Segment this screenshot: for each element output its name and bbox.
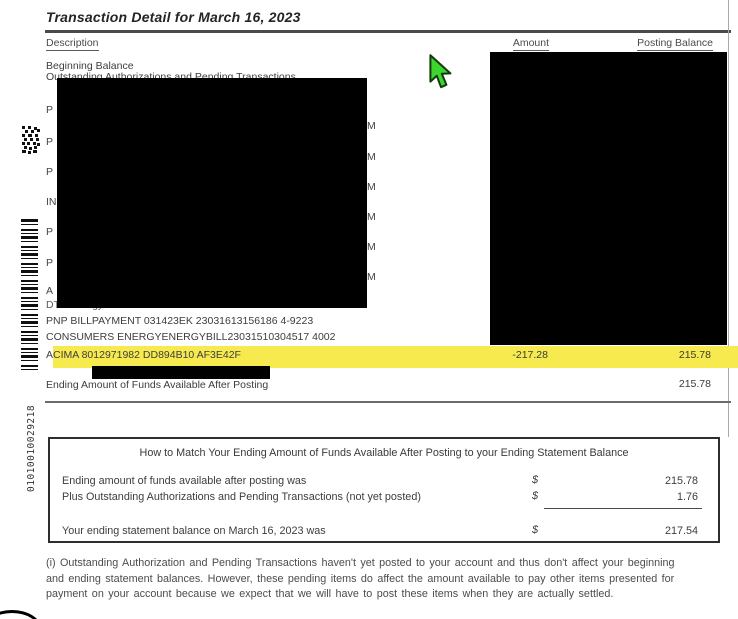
- title-divider: [45, 30, 731, 33]
- dollar-sign: $: [532, 474, 539, 486]
- summary-box: How to Match Your Ending Amount of Funds…: [48, 437, 720, 543]
- footnote-line: (i) Outstanding Authorization and Pendin…: [46, 557, 675, 569]
- redaction-block-small: [92, 366, 270, 379]
- summary-row-value: 217.54: [664, 525, 698, 537]
- summary-row-label: Ending amount of funds available after p…: [62, 475, 307, 487]
- sum-total-underline: [544, 507, 702, 509]
- partial-letter: M: [367, 151, 376, 163]
- footnote-line: payment on your account because we expec…: [46, 588, 614, 600]
- summary-row-value: 1.76: [676, 491, 698, 503]
- ending-posting-balance: 215.78: [678, 378, 711, 390]
- cursor-icon: [429, 54, 452, 89]
- partial-letter: M: [367, 271, 376, 283]
- partial-letter: M: [367, 211, 376, 223]
- highlight-band: [53, 346, 738, 368]
- scan-artifact-curl: [0, 610, 42, 619]
- partial-letter: P: [46, 257, 54, 269]
- datamatrix-code: [22, 126, 40, 154]
- summary-row-label: Plus Outstanding Authorizations and Pend…: [62, 491, 421, 503]
- partial-letter: M: [367, 181, 376, 193]
- row-acima: ACIMA 8012971982 DD894B10 AF3E42F: [46, 349, 241, 361]
- column-header-amount: Amount: [512, 37, 549, 51]
- summary-row-label: Your ending statement balance on March 1…: [62, 525, 326, 537]
- row-pnp-billpayment: PNP BILLPAYMENT 031423EK 23031613156186 …: [46, 315, 314, 327]
- dollar-sign: $: [532, 524, 539, 536]
- partial-letter: M: [367, 241, 376, 253]
- partial-letter: P: [46, 104, 54, 116]
- summary-box-title: How to Match Your Ending Amount of Funds…: [139, 447, 629, 459]
- partial-letter: A: [46, 285, 54, 297]
- summary-row-value: 215.78: [664, 475, 698, 487]
- dollar-sign: $: [532, 490, 539, 502]
- column-header-description: Description: [46, 37, 99, 51]
- page-title: Transaction Detail for March 16, 2023: [46, 9, 301, 25]
- partial-letter: P: [46, 166, 54, 178]
- row-ending-amount-label: Ending Amount of Funds Available After P…: [46, 379, 269, 391]
- footnote-line: and ending statement balances. However, …: [46, 572, 675, 585]
- vertical-scan-number: 01010010029218: [26, 404, 37, 492]
- footnote: (i) Outstanding Authorization and Pendin…: [46, 556, 675, 603]
- section-divider: [45, 401, 731, 403]
- partial-letter: P: [46, 226, 54, 238]
- partial-letter: P: [46, 136, 54, 148]
- row-consumers-energy: CONSUMERS ENERGYENERGYBILL23031510304517…: [46, 331, 336, 343]
- row-beginning-balance: Beginning Balance: [46, 60, 134, 72]
- partial-letter: M: [367, 120, 376, 132]
- acima-posting-balance: 215.78: [678, 349, 711, 361]
- acima-amount: -217.28: [512, 349, 548, 361]
- page-edge-line: [728, 0, 729, 437]
- barcode: [21, 219, 38, 370]
- column-header-posting-balance: Posting Balance: [637, 37, 713, 51]
- partial-letter: IN: [46, 196, 57, 208]
- redaction-block-right: [490, 52, 727, 345]
- redaction-block-left: [57, 78, 367, 308]
